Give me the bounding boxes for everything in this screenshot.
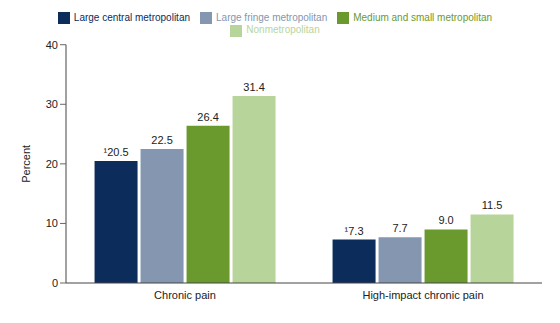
html-text:Nonmetropolitan: Nonmetropolitan <box>246 24 320 36</box>
svg-text:11.5: 11.5 <box>482 199 503 211</box>
html-text:Medium and small metropolitan: Medium and small metropolitan <box>353 12 493 23</box>
svg-text:High-impact chronic pain: High-impact chronic pain <box>362 289 483 301</box>
svg-text:Chronic pain: Chronic pain <box>154 289 216 301</box>
svg-text:10: 10 <box>46 217 58 229</box>
html-text:Large central metropolitan: Large central metropolitan <box>73 12 190 23</box>
svg-text:31.4: 31.4 <box>243 81 264 93</box>
svg-text:40: 40 <box>46 39 58 51</box>
html-text:Large fringe metropolitan: Large fringe metropolitan <box>216 12 328 23</box>
svg-text:20: 20 <box>46 158 58 170</box>
svg-text:7.7: 7.7 <box>392 222 407 234</box>
svg-text:Percent: Percent <box>20 145 32 183</box>
svg-text:30: 30 <box>46 98 58 110</box>
svg-text:¹20.5: ¹20.5 <box>104 146 129 158</box>
svg-text:¹7.3: ¹7.3 <box>345 225 364 237</box>
svg-text:26.4: 26.4 <box>197 111 218 123</box>
svg-text:0: 0 <box>52 277 58 289</box>
svg-text:22.5: 22.5 <box>151 134 172 146</box>
svg-text:9.0: 9.0 <box>438 214 453 226</box>
